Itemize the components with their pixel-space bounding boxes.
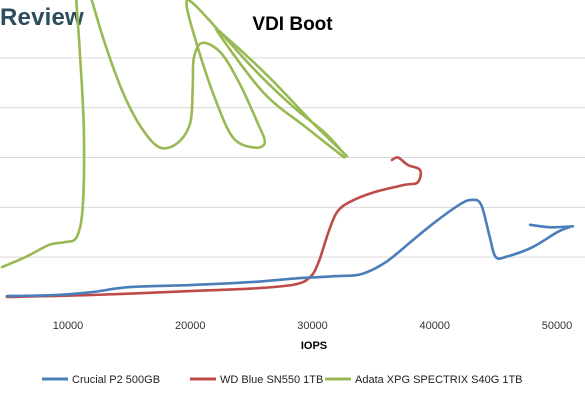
x-axis-label: IOPS	[301, 340, 327, 352]
legend-label-2: WD Blue SN550 1TB	[220, 374, 323, 386]
x-tick-label: 40000	[419, 320, 450, 332]
x-tick-label: 10000	[53, 320, 84, 332]
chart-title: VDI Boot	[252, 14, 333, 35]
series-line-1	[528, 223, 575, 229]
x-tick-label: 20000	[175, 320, 206, 332]
brand-logo-text: Review	[0, 4, 84, 31]
legend-label-3: Adata XPG SPECTRIX S40G 1TB	[355, 374, 523, 386]
series-line-2	[5, 156, 423, 299]
series-line-3	[0, 0, 349, 269]
x-tick-label: 50000	[542, 320, 573, 332]
x-tick-label: 30000	[297, 320, 328, 332]
series-line-0	[5, 198, 571, 298]
legend-label-0: Crucial P2 500GB	[72, 374, 160, 386]
